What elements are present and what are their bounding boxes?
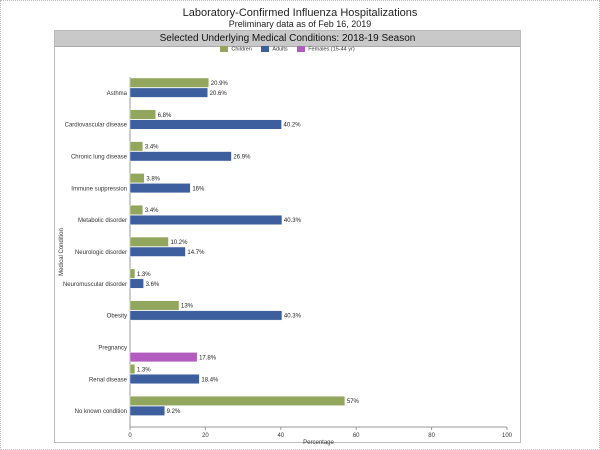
- legend-swatch-adults: [261, 46, 270, 52]
- bar-adults: [129, 151, 232, 162]
- bar-children: [129, 300, 180, 311]
- legend-item-children[interactable]: Children: [220, 46, 252, 53]
- bar-children: [129, 364, 136, 375]
- legend-item-adults[interactable]: Adults: [261, 46, 288, 53]
- bar-children: [129, 141, 144, 152]
- x-tick-label: 20: [202, 433, 209, 439]
- bar-adults: [129, 246, 186, 257]
- y-axis-title: Medical Condition: [59, 228, 65, 276]
- data-label: 40.3%: [284, 314, 302, 320]
- category-label: Cardiovascular disease: [65, 123, 128, 129]
- bar-children: [129, 205, 144, 215]
- bar-adults: [129, 278, 144, 289]
- data-label: 40.2%: [284, 123, 302, 129]
- legend-label: Females (15-44 yr): [308, 46, 355, 53]
- bar-children: [129, 109, 156, 120]
- data-label: 3.6%: [146, 282, 160, 288]
- bar-children: [129, 236, 169, 247]
- legend-label: Adults: [272, 46, 288, 53]
- data-label: 26.9%: [233, 155, 251, 161]
- data-label: 57%: [347, 399, 360, 405]
- chart-subtitle: Preliminary data as of Feb 16, 2019: [228, 19, 372, 29]
- data-label: 18.4%: [201, 377, 219, 383]
- category-label: Asthma: [107, 91, 128, 97]
- bar-adults: [129, 215, 283, 225]
- bar-females: [129, 352, 198, 363]
- data-label: 20.9%: [211, 81, 229, 87]
- data-label: 6.8%: [158, 113, 172, 119]
- legend-swatch-females: [297, 46, 306, 52]
- data-label: 3.4%: [145, 145, 159, 151]
- x-tick-label: 0: [128, 433, 132, 439]
- chart-panel: Selected Underlying Medical Conditions: …: [54, 30, 521, 443]
- x-tick-label: 100: [502, 433, 513, 439]
- x-tick-label: 60: [353, 433, 360, 439]
- x-tick-label: 40: [277, 433, 284, 439]
- x-tick-label: 80: [428, 433, 435, 439]
- bar-adults: [129, 183, 191, 194]
- bar-adults: [129, 87, 208, 98]
- data-label: 16%: [192, 186, 205, 192]
- category-label: Renal disease: [89, 377, 128, 383]
- bar-adults: [129, 310, 283, 321]
- data-label: 9.2%: [167, 409, 181, 415]
- legend-item-females[interactable]: Females (15-44 yr): [297, 46, 355, 53]
- data-label: 20.6%: [210, 91, 228, 97]
- legend-label: Children: [231, 46, 252, 53]
- data-label: 40.3%: [284, 218, 302, 224]
- legend: Children Adults Females (15-44 yr): [55, 46, 520, 52]
- data-label: 1.3%: [137, 272, 151, 278]
- data-label: 1.3%: [137, 367, 151, 373]
- bar-adults: [129, 405, 165, 416]
- data-label: 14.7%: [187, 250, 205, 256]
- category-label: Obesity: [107, 314, 127, 320]
- legend-swatch-children: [220, 46, 229, 52]
- bar-children: [129, 77, 209, 88]
- category-label: Chronic lung disease: [71, 155, 128, 161]
- data-label: 3.4%: [145, 208, 159, 214]
- bar-children: [129, 268, 136, 279]
- bar-children: [129, 173, 145, 184]
- data-label: 17.8%: [199, 355, 217, 361]
- category-label: Metabolic disorder: [78, 218, 127, 224]
- category-label: Neurologic disorder: [75, 250, 127, 256]
- chart-title: Laboratory-Confirmed Influenza Hospitali…: [182, 7, 418, 19]
- data-label: 13%: [181, 304, 194, 310]
- bar-adults: [129, 119, 282, 130]
- category-label: Neuromuscular disorder: [63, 282, 127, 288]
- bar-children: [129, 395, 346, 406]
- category-label: No known condition: [75, 409, 127, 415]
- category-label: Pregnancy: [98, 345, 127, 351]
- data-label: 3.8%: [146, 176, 160, 182]
- x-axis-title: Percentage: [303, 440, 334, 446]
- bar-adults: [129, 374, 200, 384]
- data-label: 10.2%: [170, 240, 188, 246]
- panel-title: Selected Underlying Medical Conditions: …: [55, 31, 520, 47]
- category-label: Immune suppression: [71, 186, 127, 192]
